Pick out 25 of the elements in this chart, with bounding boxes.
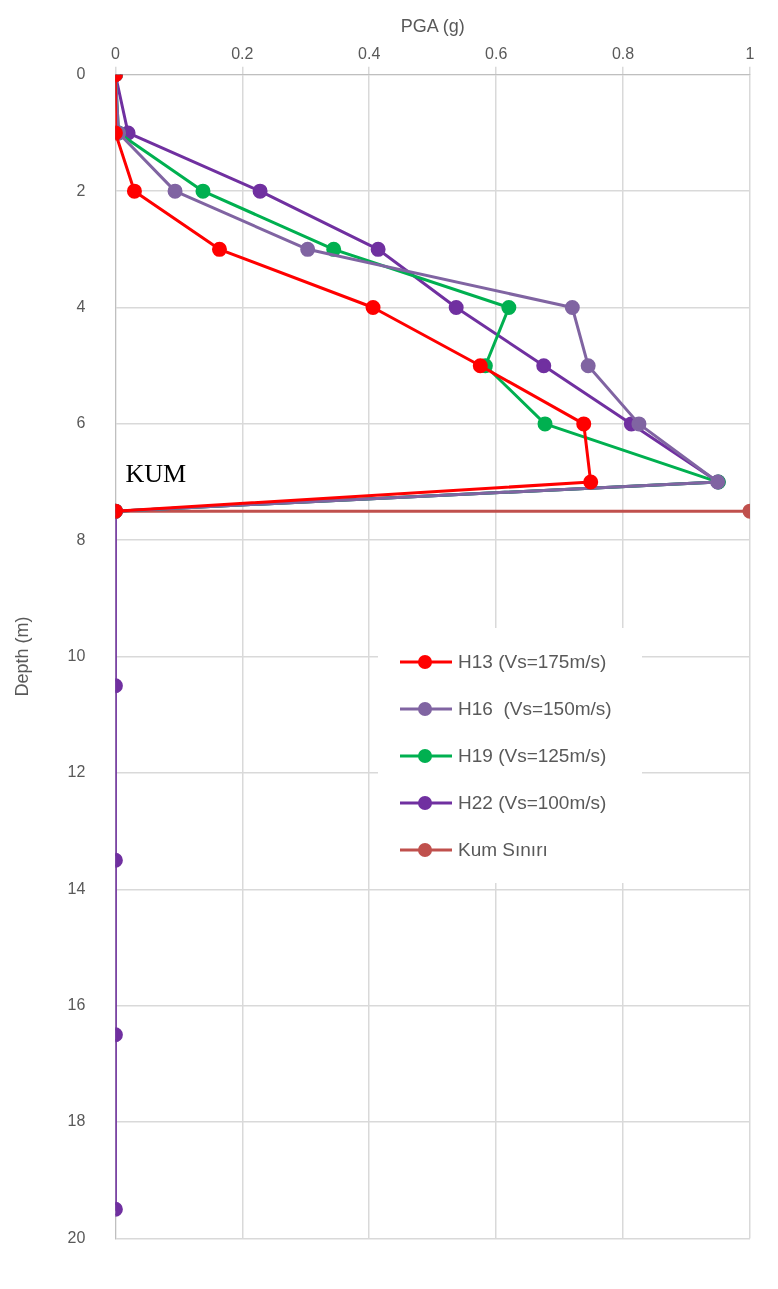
y-tick-label: 8 [76, 530, 86, 548]
y-tick-label: 16 [67, 996, 86, 1014]
x-tick-label: 0.6 [485, 44, 508, 62]
y-tick-label: 4 [76, 297, 86, 315]
y-tick-label: 10 [67, 647, 86, 665]
x-tick-label: 0.8 [611, 44, 635, 62]
x-axis-title: PGA (g) [400, 15, 465, 36]
x-tick-label: 0.2 [231, 44, 254, 62]
y-tick-label: 2 [76, 181, 86, 199]
y-tick-label: 14 [67, 879, 86, 897]
legend-label: H19 (Vs=125m/s) [458, 744, 607, 767]
x-tick-label: 1 [745, 44, 755, 62]
y-axis-title: Depth (m) [11, 616, 32, 697]
legend-label: H22 (Vs=100m/s) [458, 791, 607, 814]
y-tick-label: 0 [76, 65, 86, 83]
legend-label: H13 (Vs=175m/s) [458, 650, 607, 673]
x-tick-label: 0.4 [358, 44, 381, 62]
y-tick-label: 20 [67, 1228, 86, 1246]
y-tick-label: 12 [67, 763, 86, 781]
legend-label: Kum Sınırı [458, 838, 548, 861]
annotation: KUM [125, 458, 187, 488]
y-tick-label: 18 [67, 1112, 86, 1130]
y-tick-label: 6 [76, 414, 86, 432]
legend-label: H16 (Vs=150m/s) [458, 697, 612, 720]
x-tick-label: 0 [110, 44, 120, 62]
